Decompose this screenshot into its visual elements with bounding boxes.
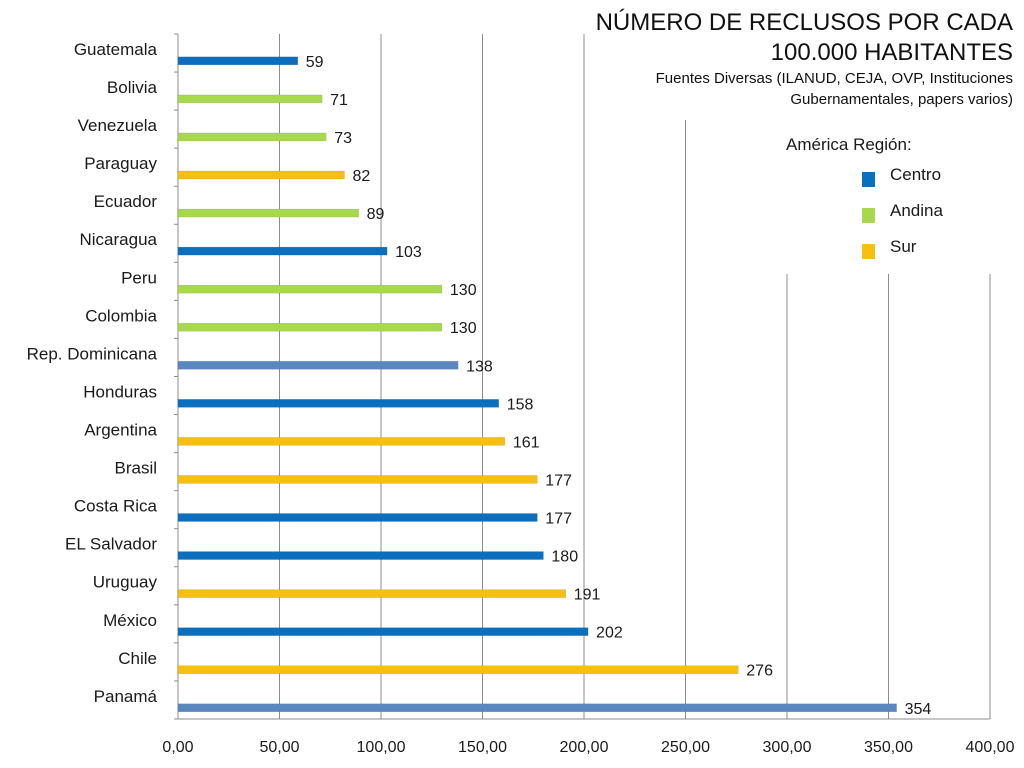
- bar: [177, 589, 566, 598]
- value-label: 71: [330, 92, 348, 109]
- value-label: 276: [746, 663, 773, 680]
- value-label: 130: [450, 320, 477, 337]
- bar: [177, 208, 359, 218]
- legend-label-andina: Andina: [890, 201, 943, 220]
- bar: [177, 322, 443, 332]
- chart-title-line-2: 100.000 HABITANTES: [770, 39, 1013, 66]
- category-label: Colombia: [85, 306, 157, 325]
- category-label: Costa Rica: [74, 497, 158, 516]
- value-labels: 59 71 73 82 89 103 130 130 138 158 161 177 177 180 191…: [306, 54, 932, 718]
- legend-swatch-centro: [862, 172, 875, 187]
- chart-title-line-1: NÚMERO DE RECLUSOS POR CADA: [595, 9, 1013, 36]
- x-tick-label: 150,00: [458, 739, 507, 756]
- value-label: 59: [306, 54, 324, 71]
- category-label: Chile: [118, 649, 157, 668]
- value-label: 177: [545, 511, 572, 528]
- value-label: 138: [466, 358, 493, 375]
- legend-label-centro: Centro: [890, 165, 942, 184]
- x-tick-label: 0,00: [162, 739, 193, 756]
- bar: [177, 56, 299, 66]
- legend-item-centro: Centro: [786, 164, 1016, 200]
- category-label: Brasil: [114, 459, 157, 478]
- x-tick-label: 50,00: [259, 739, 299, 756]
- x-tick-label: 200,00: [560, 739, 609, 756]
- value-label: 82: [352, 168, 370, 185]
- legend-swatch-andina: [862, 208, 875, 223]
- bar: [177, 551, 544, 560]
- value-label: 161: [513, 434, 540, 451]
- category-label: Venezuela: [78, 116, 158, 135]
- category-label: Bolivia: [107, 78, 158, 97]
- x-axis-tick-labels: 0,00 50,00 100,00 150,00 200,00 250,00 300,00 3…: [162, 739, 1014, 756]
- value-label: 130: [450, 282, 477, 299]
- bar: [177, 132, 327, 142]
- bar: [177, 94, 323, 104]
- value-label: 103: [395, 244, 422, 261]
- value-label: 180: [551, 549, 578, 566]
- legend-swatch-sur: [862, 244, 875, 259]
- bar: [177, 475, 538, 484]
- bar: [177, 513, 538, 522]
- value-label: 202: [596, 625, 623, 642]
- bar: [177, 703, 897, 713]
- chart-subtitle-line-1: Fuentes Diversas (ILANUD, CEJA, OVP, Ins…: [655, 70, 1013, 87]
- bar: [177, 170, 345, 180]
- bars: [177, 56, 897, 713]
- x-tick-label: 250,00: [661, 739, 710, 756]
- category-labels: Guatemala Bolivia Venezuela Paraguay Ecuador…: [27, 40, 158, 706]
- chart-subtitle-line-2: Gubernamentales, papers varios): [790, 91, 1013, 108]
- legend-item-sur: Sur: [786, 236, 1016, 272]
- grid-lines: [174, 33, 991, 720]
- category-label: Panamá: [94, 687, 158, 706]
- legend-label-sur: Sur: [890, 237, 917, 256]
- legend-title: América Región:: [786, 135, 912, 154]
- category-label: Ecuador: [94, 192, 158, 211]
- category-label: EL Salvador: [65, 535, 157, 554]
- x-tick-label: 300,00: [763, 739, 812, 756]
- value-label: 89: [367, 206, 385, 223]
- category-label: Rep. Dominicana: [27, 344, 158, 363]
- x-tick-label: 350,00: [864, 739, 913, 756]
- category-label: Uruguay: [93, 573, 158, 592]
- value-label: 158: [507, 396, 534, 413]
- legend-item-andina: Andina: [786, 200, 1016, 236]
- bar: [177, 665, 739, 674]
- bar: [177, 399, 499, 408]
- bar: [177, 284, 443, 294]
- value-label: 191: [574, 587, 601, 604]
- bar: [177, 627, 589, 636]
- value-label: 73: [334, 130, 352, 147]
- bar: [177, 361, 459, 370]
- category-label: Nicaragua: [80, 230, 158, 249]
- bar: [177, 437, 506, 446]
- legend: América Región: Centro Andina Sur: [786, 134, 1016, 272]
- category-label: Paraguay: [84, 154, 157, 173]
- x-tick-label: 100,00: [357, 739, 406, 756]
- category-label: Honduras: [83, 382, 157, 401]
- category-label: México: [103, 611, 157, 630]
- x-tick-label: 400,00: [966, 739, 1015, 756]
- chart-title-block: NÚMERO DE RECLUSOS POR CADA 100.000 HABI…: [493, 8, 1013, 110]
- bar: [177, 246, 388, 256]
- value-label: 354: [905, 701, 932, 718]
- category-label: Guatemala: [74, 40, 158, 59]
- category-label: Peru: [121, 268, 157, 287]
- category-label: Argentina: [84, 420, 157, 439]
- value-label: 177: [545, 472, 572, 489]
